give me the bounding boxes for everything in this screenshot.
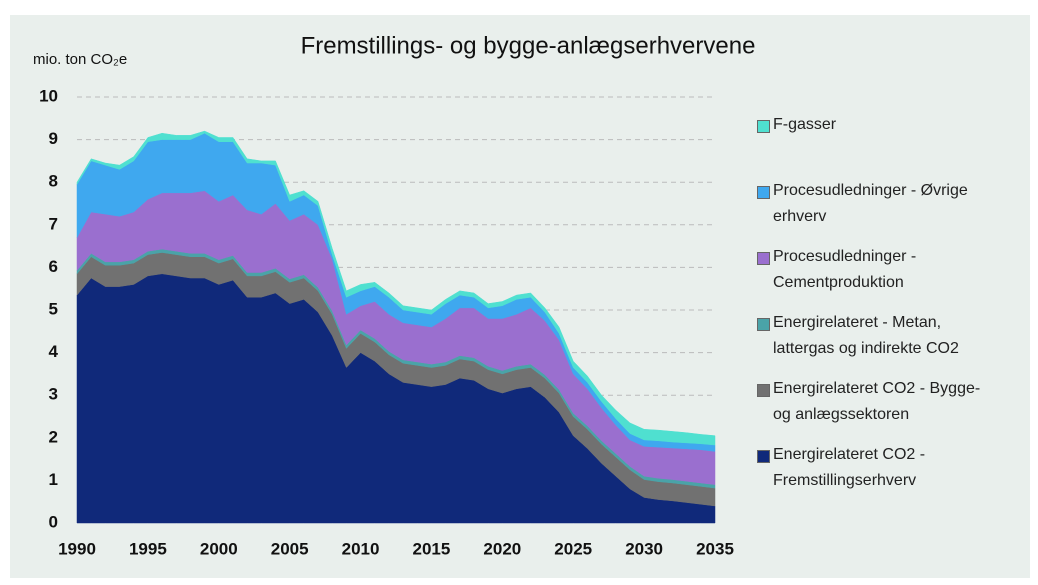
- legend-item: Energirelateret - Metan, lattergas og in…: [757, 310, 1017, 362]
- chart-title: Fremstillings- og bygge-anlægserhvervene: [301, 32, 756, 59]
- y-tick-label: 4: [49, 342, 59, 361]
- y-tick-label: 5: [49, 299, 58, 318]
- y-tick-label: 0: [49, 512, 58, 531]
- y-tick-label: 9: [49, 129, 58, 148]
- legend-label: F-gasser: [773, 116, 837, 133]
- legend-swatch: [757, 186, 770, 199]
- y-tick-label: 10: [39, 86, 58, 105]
- x-tick-label: 2000: [200, 539, 238, 558]
- x-tick-label: 2020: [483, 539, 521, 558]
- y-tick-label: 7: [49, 214, 58, 233]
- legend-item: Procesudledninger - Cementproduktion: [757, 244, 1017, 296]
- x-tick-label: 2035: [696, 539, 734, 558]
- y-tick-label: 6: [49, 257, 58, 276]
- x-tick-label: 1990: [58, 539, 96, 558]
- legend-label: Energirelateret CO2 - Bygge- og anlægsse…: [773, 380, 981, 423]
- legend-label: Energirelateret - Metan, lattergas og in…: [773, 314, 959, 357]
- x-tick-label: 1995: [129, 539, 167, 558]
- x-tick-label: 2025: [554, 539, 592, 558]
- y-tick-label: 1: [49, 470, 58, 489]
- legend-label: Procesudledninger - Cementproduktion: [773, 248, 917, 291]
- x-tick-label: 2015: [413, 539, 451, 558]
- y-tick-label: 8: [49, 172, 58, 191]
- legend-swatch: [757, 318, 770, 331]
- legend-swatch: [757, 450, 770, 463]
- y-tick-label: 2: [49, 427, 58, 446]
- legend-item: Energirelateret CO2 - Fremstillingserhve…: [757, 442, 1017, 494]
- legend-swatch: [757, 252, 770, 265]
- legend-label: Procesudledninger - Øvrige erhverv: [773, 182, 968, 225]
- x-tick-label: 2005: [271, 539, 309, 558]
- legend-label: Energirelateret CO2 - Fremstillingserhve…: [773, 446, 926, 489]
- y-axis-label: mio. ton CO₂e: [33, 51, 127, 68]
- legend-item: Procesudledninger - Øvrige erhverv: [757, 178, 1017, 230]
- legend-item: Energirelateret CO2 - Bygge- og anlægsse…: [757, 376, 1017, 428]
- x-tick-label: 2010: [342, 539, 380, 558]
- x-tick-label: 2030: [625, 539, 663, 558]
- y-tick-label: 3: [49, 385, 58, 404]
- legend-swatch: [757, 384, 770, 397]
- legend-swatch: [757, 120, 770, 133]
- legend: F-gasser Procesudledninger - Øvrige erhve…: [757, 112, 1017, 508]
- area: [76, 130, 716, 446]
- legend-item: F-gasser: [757, 112, 1017, 138]
